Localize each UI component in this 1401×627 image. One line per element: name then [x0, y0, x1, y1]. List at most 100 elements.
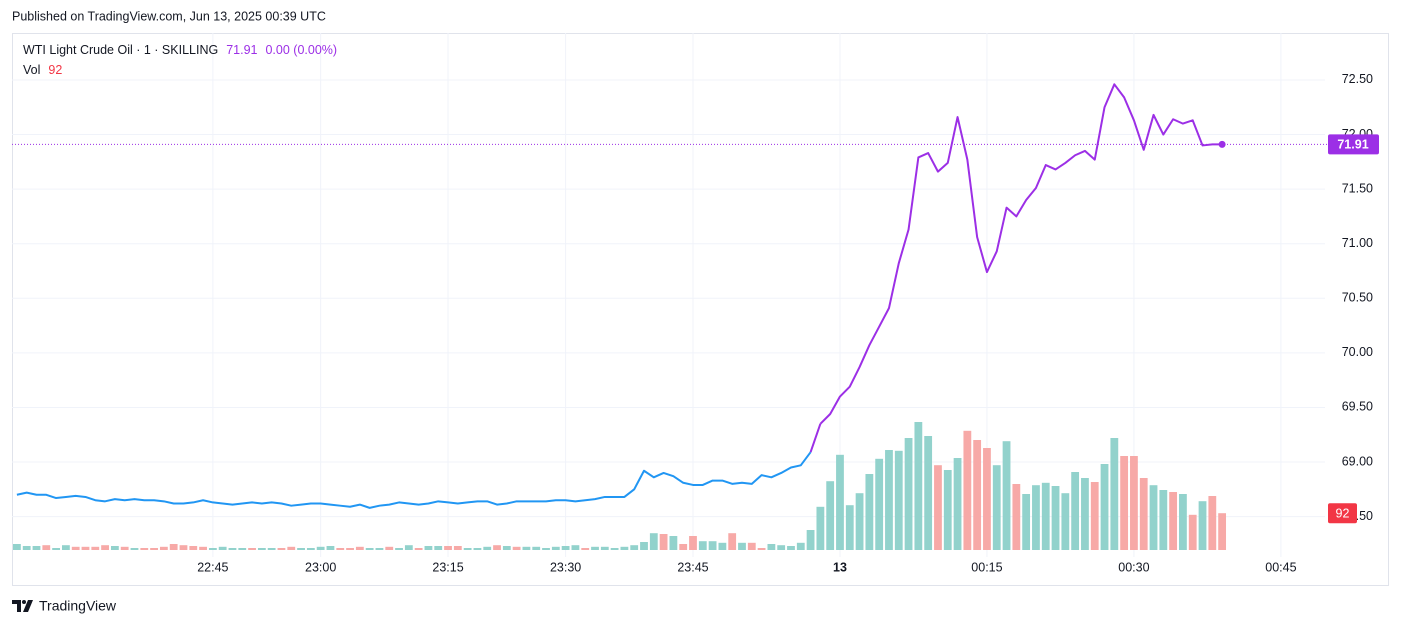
- volume-bar: [336, 548, 345, 550]
- volume-bar: [159, 546, 168, 550]
- brand-name: TradingView: [39, 598, 117, 614]
- volume-bar: [179, 545, 188, 550]
- volume-bar: [12, 544, 21, 550]
- volume-bar: [689, 536, 697, 550]
- chart-frame: [12, 33, 1389, 586]
- volume-bar: [571, 545, 580, 550]
- volume-bar: [120, 546, 129, 550]
- volume-bar: [787, 546, 795, 550]
- y-tick-label: 70.50: [1342, 291, 1373, 305]
- volume-bar: [257, 548, 266, 550]
- legend-series-name: WTI Light Crude Oil · 1 · SKILLING: [23, 43, 218, 57]
- volume-bar: [767, 544, 776, 550]
- volume-bar: [385, 546, 394, 550]
- volume-bar: [581, 548, 590, 550]
- volume-bar: [297, 548, 305, 550]
- volume-bar: [453, 546, 462, 550]
- volume-bar: [483, 546, 492, 550]
- line-joint: [809, 423, 822, 453]
- volume-bar: [983, 448, 991, 550]
- volume-bar: [395, 548, 403, 550]
- brand-logo: [12, 600, 33, 612]
- volume-bar: [1041, 482, 1050, 550]
- volume-bar: [326, 546, 335, 550]
- volume-bar: [649, 533, 658, 550]
- x-tick-label: 23:00: [305, 560, 336, 574]
- volume-bar: [973, 440, 982, 550]
- volume-bar: [659, 534, 668, 550]
- volume-bar: [130, 548, 139, 550]
- published-note: Published on TradingView.com, Jun 13, 20…: [12, 9, 326, 23]
- volume-bar: [610, 548, 619, 550]
- volume-bar: [934, 465, 942, 550]
- volume-bar: [1169, 492, 1178, 550]
- volume-bar: [924, 436, 933, 550]
- volume-bar: [757, 548, 766, 550]
- volume-bar: [747, 542, 756, 550]
- volume-bar: [1149, 485, 1158, 550]
- volume-bar: [61, 545, 70, 550]
- volume-bar: [91, 546, 100, 550]
- volume-bar: [738, 542, 746, 550]
- volume-bar: [600, 546, 609, 550]
- volume-bar: [189, 546, 198, 550]
- volume-bar: [591, 546, 599, 550]
- volume-bar: [865, 474, 874, 550]
- legend-last-price: 71.91: [226, 43, 257, 57]
- volume-bar: [287, 546, 296, 550]
- x-tick-label: 23:15: [432, 560, 463, 574]
- legend-volume-value: 92: [48, 63, 62, 77]
- volume-bar: [424, 546, 433, 550]
- legend-change: 0.00 (0.00%): [265, 43, 337, 57]
- volume-bar: [1139, 478, 1148, 550]
- volume-bar: [414, 548, 423, 550]
- volume-bar: [140, 548, 149, 550]
- volume-bar: [551, 546, 560, 550]
- volume-bar: [1002, 441, 1011, 550]
- volume-bar: [346, 548, 354, 550]
- volume-bar: [375, 548, 384, 550]
- volume-bar: [777, 545, 786, 550]
- x-tick-label: 22:45: [197, 560, 228, 574]
- volume-badge-label: 92: [1336, 506, 1350, 520]
- volume-bar: [306, 548, 315, 550]
- volume-bar: [1110, 438, 1119, 550]
- volume-bar: [22, 546, 31, 550]
- volume-bar: [404, 545, 413, 550]
- volume-bar: [1120, 456, 1129, 550]
- price-line: [819, 83, 1223, 425]
- y-tick-label: 71.50: [1342, 181, 1373, 195]
- volume-bar: [943, 470, 952, 550]
- last-price-badge: [1328, 134, 1379, 155]
- x-tick-label: 00:15: [971, 560, 1002, 574]
- volume-bar: [473, 548, 482, 550]
- volume-bar: [522, 546, 531, 550]
- volume-bar: [1100, 464, 1109, 550]
- x-tick-label: 23:45: [677, 560, 708, 574]
- volume-bar: [32, 546, 41, 550]
- volume-bar: [532, 546, 541, 550]
- volume-bar: [81, 546, 90, 550]
- volume-bar: [316, 546, 325, 550]
- volume-bar: [1179, 494, 1187, 550]
- volume-bar: [806, 530, 815, 550]
- y-tick-label: 72.50: [1342, 72, 1373, 86]
- volume-bar: [1130, 456, 1138, 550]
- volume-bar: [894, 450, 903, 550]
- volume-bar: [1071, 472, 1080, 550]
- volume-bar: [169, 544, 178, 550]
- volume-bar: [718, 542, 727, 550]
- volume-bar: [542, 548, 550, 550]
- volume-bar: [620, 546, 629, 550]
- volume-bar: [277, 548, 286, 550]
- volume-bar: [1051, 486, 1060, 550]
- legend-volume-name: Vol: [23, 63, 40, 77]
- volume-bar: [963, 430, 972, 550]
- volume-bar: [953, 458, 962, 550]
- volume-bar: [199, 546, 207, 550]
- volume-bar: [1061, 493, 1070, 550]
- volume-badge: [1328, 503, 1357, 524]
- volume-bar: [845, 505, 854, 550]
